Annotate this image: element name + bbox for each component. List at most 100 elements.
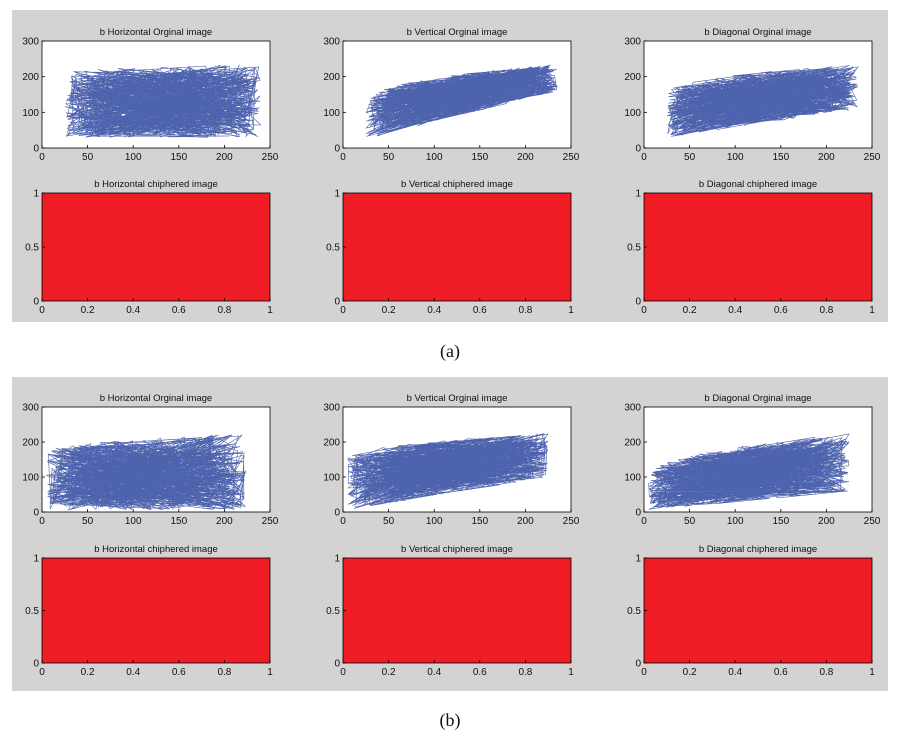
subplot-a-vertical-original: b Vertical Orginal image 0 50 100 150 200 250 0… [323,27,579,163]
y-tick-label: 0 [33,659,39,670]
y-tick-label: 1 [334,554,340,565]
subplot-title: b Vertical Orginal image [407,393,508,404]
y-tick-label: 0.5 [627,606,641,617]
x-tick-label: 50 [684,152,696,163]
ciphered-fill [644,193,872,301]
x-tick-label: 0.8 [518,305,532,316]
x-tick-label: 1 [568,667,574,678]
subplot-title: b Diagonal chiphered image [699,179,817,190]
axes-frame [643,40,873,149]
x-tick-label: 0.4 [126,305,140,316]
y-tick-label: 0.5 [326,606,340,617]
x-tick-label: 0.6 [774,305,788,316]
x-tick-label: 100 [125,516,142,527]
subplot-a-diagonal-original: b Diagonal Orginal image 0 50 100 150 200 250 0… [624,27,880,163]
y-tick-label: 300 [22,37,39,48]
x-tick-label: 250 [563,152,580,163]
original-pixel-cloud [45,434,247,511]
x-tick-label: 0 [641,305,647,316]
x-tick-label: 0.2 [683,667,697,678]
x-tick-label: 0 [39,305,45,316]
ciphered-fill [42,193,270,301]
subplot-title: b Vertical chiphered image [401,544,513,555]
x-tick-label: 0 [340,152,346,163]
x-tick-label: 0.2 [382,305,396,316]
x-tick-label: 150 [170,152,187,163]
subplot-title: b Vertical Orginal image [407,27,508,38]
original-pixel-cloud [65,64,262,138]
x-tick-label: 0.2 [382,667,396,678]
subplot-a-horizontal-original: b Horizontal Orginal image 0 50 100 150 200 25… [22,27,278,163]
y-tick-label: 0 [334,508,340,519]
y-tick-label: 100 [624,473,641,484]
x-tick-label: 0.6 [172,667,186,678]
x-tick-label: 150 [471,516,488,527]
y-tick-label: 1 [33,554,39,565]
y-tick-label: 0 [334,297,340,308]
ciphered-fill [644,558,872,663]
x-tick-label: 0.4 [728,667,742,678]
subplot-a-diagonal-ciphered: b Diagonal chiphered image 0 0.2 0.4 0.6 0.8 1… [627,179,875,316]
ciphered-fill [343,193,571,301]
y-tick-label: 0 [635,508,641,519]
y-tick-label: 0 [33,297,39,308]
x-tick-label: 250 [864,516,881,527]
subplot-b-horizontal-ciphered: b Horizontal chiphered image 0 0.2 0.4 0.6 0.… [25,544,273,678]
x-tick-label: 200 [517,516,534,527]
x-tick-label: 100 [426,152,443,163]
x-tick-label: 0.8 [217,667,231,678]
y-tick-label: 300 [22,403,39,414]
subplot-b-vertical-original: b Vertical Orginal image 0 50 100 150 200 250 0… [323,393,579,527]
x-tick-label: 0.8 [217,305,231,316]
x-tick-label: 200 [517,152,534,163]
ciphered-fill [343,558,571,663]
x-tick-label: 0.2 [683,305,697,316]
x-tick-label: 50 [82,152,94,163]
x-tick-label: 250 [563,516,580,527]
x-tick-label: 0.4 [126,667,140,678]
subplot-b-diagonal-original: b Diagonal Orginal image 0 50 100 150 200 250 0… [624,393,880,527]
x-tick-label: 1 [869,667,875,678]
y-tick-label: 200 [624,72,641,83]
x-tick-label: 1 [568,305,574,316]
axes-frame [342,406,572,513]
x-tick-label: 0.6 [774,667,788,678]
subplot-title: b Horizontal chiphered image [94,544,218,555]
axes-frame [41,406,271,513]
x-tick-label: 1 [267,667,273,678]
original-pixel-cloud [365,64,559,137]
x-tick-label: 0.8 [819,667,833,678]
y-tick-label: 1 [635,189,641,200]
y-tick-label: 100 [323,473,340,484]
x-tick-label: 200 [818,516,835,527]
y-tick-label: 100 [624,108,641,119]
y-tick-label: 0 [33,508,39,519]
x-tick-label: 200 [216,152,233,163]
x-tick-label: 200 [818,152,835,163]
ciphered-fill [42,558,270,663]
x-tick-label: 0.8 [518,667,532,678]
x-tick-label: 0 [641,516,647,527]
y-tick-label: 300 [624,37,641,48]
y-tick-label: 300 [323,37,340,48]
x-tick-label: 0.2 [81,667,95,678]
caption-a: (a) [440,341,460,361]
original-pixel-cloud [648,433,850,510]
subplot-a-vertical-ciphered: b Vertical chiphered image 0 0.2 0.4 0.6 0.8 1… [326,179,574,316]
y-tick-label: 0 [635,297,641,308]
subplot-title: b Horizontal Orginal image [100,27,212,38]
y-tick-label: 200 [624,438,641,449]
x-tick-label: 0.4 [427,305,441,316]
y-tick-label: 0 [33,144,39,155]
x-tick-label: 0.8 [819,305,833,316]
x-tick-label: 50 [82,516,94,527]
y-tick-label: 200 [323,72,340,83]
y-tick-label: 0.5 [326,243,340,254]
x-tick-label: 150 [471,152,488,163]
axes-frame [342,40,572,149]
x-tick-label: 0 [39,516,45,527]
subplot-title: b Diagonal Orginal image [704,27,811,38]
y-tick-label: 300 [323,403,340,414]
x-tick-label: 1 [267,305,273,316]
x-tick-label: 0 [340,305,346,316]
